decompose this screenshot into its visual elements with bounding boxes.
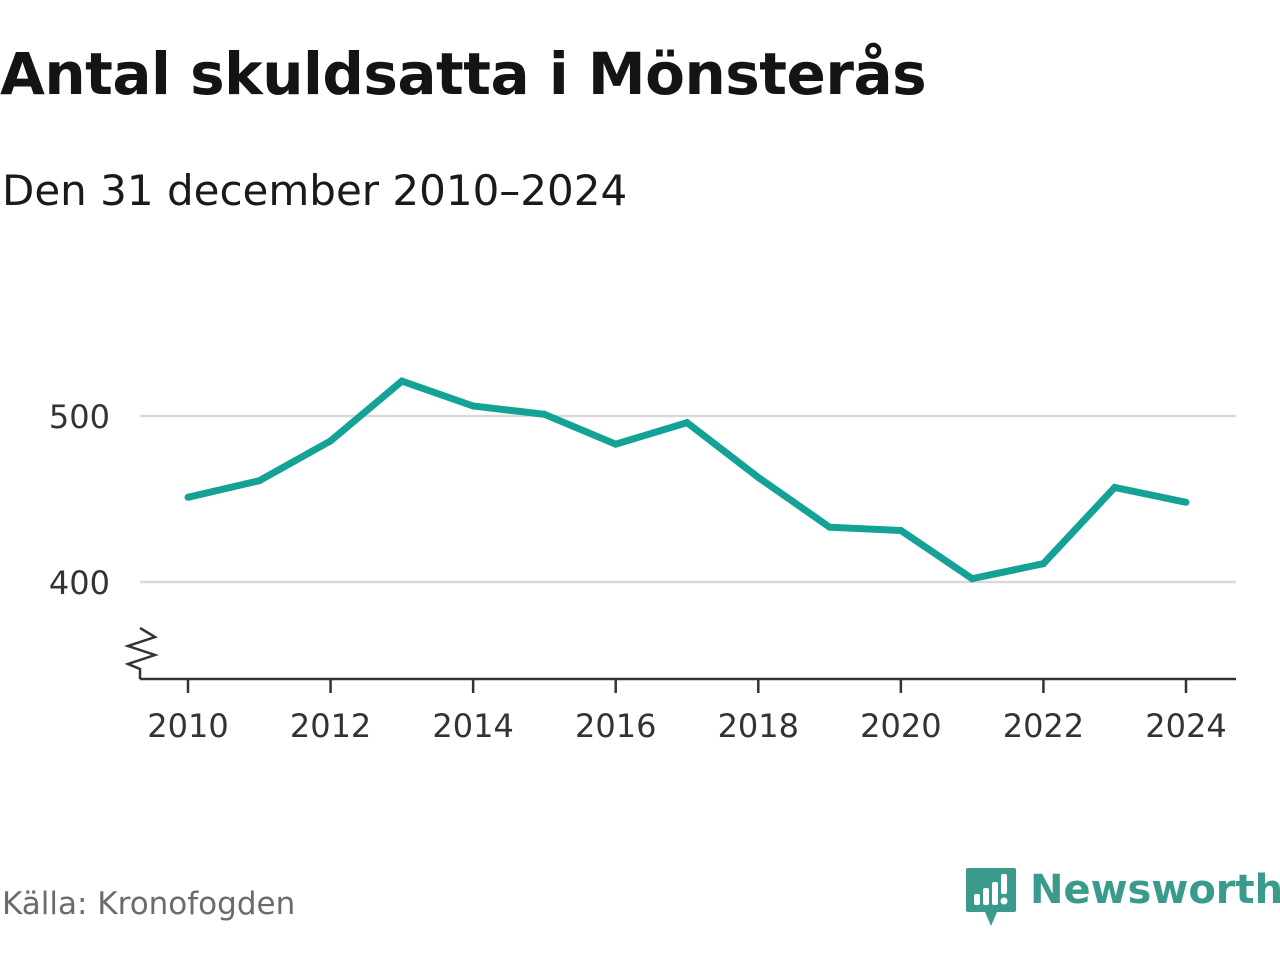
chart-subtitle: Den 31 december 2010–2024 (2, 166, 628, 215)
data-point-2015 (540, 410, 548, 418)
data-point-2023 (1111, 483, 1119, 491)
x-tick-label: 2018 (718, 707, 799, 745)
x-axis (124, 626, 1236, 693)
x-tick-label: 2014 (432, 707, 513, 745)
data-point-2021 (968, 575, 976, 583)
data-point-2011 (255, 477, 263, 485)
brand[interactable]: Newsworthy (964, 864, 1280, 930)
chart-title: Antal skuldsatta i Mönsterås (0, 40, 927, 108)
data-point-2018 (754, 473, 762, 481)
axis-break-icon (124, 626, 159, 679)
data-point-2022 (1039, 560, 1047, 568)
data-point-2013 (398, 377, 406, 385)
data-point-2014 (469, 402, 477, 410)
series-group (184, 377, 1190, 583)
data-point-2024 (1182, 498, 1190, 506)
x-tick-label: 2010 (147, 707, 228, 745)
data-point-2010 (184, 493, 192, 501)
line-chart: 400 500 2010 2012 2014 2016 2018 2020 2022 2024 (49, 377, 1236, 745)
x-tick-label: 2012 (290, 707, 371, 745)
newsworthy-logo-icon (966, 868, 1016, 926)
x-axis-labels: 2010 2012 2014 2016 2018 2020 2022 2024 (147, 707, 1226, 745)
x-tick-label: 2024 (1145, 707, 1226, 745)
x-tick-label: 2020 (860, 707, 941, 745)
source-note: Källa: Kronofogden (2, 886, 296, 922)
brand-name: Newsworthy (1030, 867, 1280, 913)
series-line (187, 377, 1187, 583)
data-point-2017 (683, 419, 691, 427)
data-point-2012 (327, 437, 335, 445)
y-axis-labels: 400 500 (49, 398, 110, 602)
y-tick-label: 400 (49, 564, 110, 602)
gridlines (140, 414, 1236, 584)
y-tick-label: 500 (49, 398, 110, 436)
data-point-2016 (612, 440, 620, 448)
x-tick-label: 2022 (1003, 707, 1084, 745)
x-tick-label: 2016 (575, 707, 656, 745)
data-point-2020 (897, 527, 905, 534)
data-point-2019 (826, 523, 834, 531)
